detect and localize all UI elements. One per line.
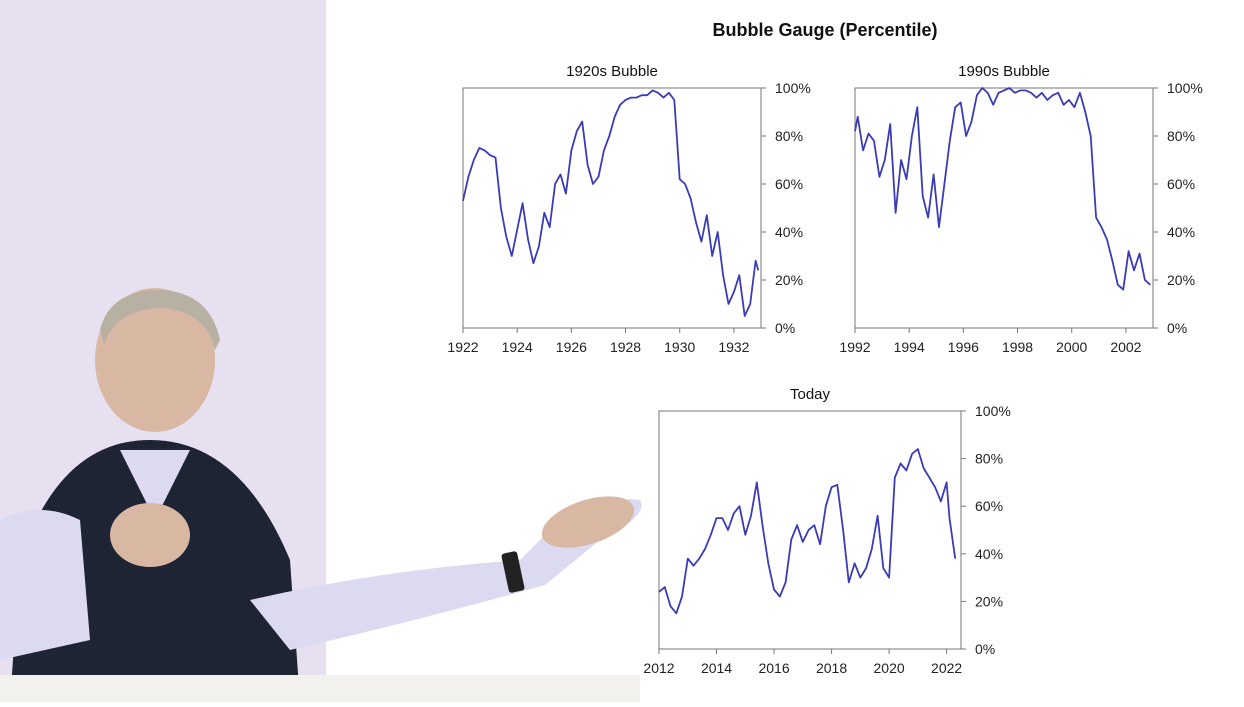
speaker-photo-area bbox=[0, 0, 326, 702]
y-tick-label: 0% bbox=[1167, 320, 1187, 336]
y-tick-label: 40% bbox=[775, 224, 803, 240]
x-tick-label: 2014 bbox=[701, 660, 732, 676]
y-tick-label: 0% bbox=[975, 641, 995, 657]
x-tick-label: 1992 bbox=[839, 339, 870, 355]
x-tick-label: 2022 bbox=[931, 660, 962, 676]
y-tick-label: 60% bbox=[775, 176, 803, 192]
y-tick-label: 20% bbox=[1167, 272, 1195, 288]
y-tick-label: 100% bbox=[975, 403, 1011, 419]
x-tick-label: 1926 bbox=[556, 339, 587, 355]
speaker-arm bbox=[0, 496, 642, 702]
y-tick-label: 80% bbox=[1167, 128, 1195, 144]
chart-title: 1990s Bubble bbox=[958, 63, 1050, 80]
y-tick-label: 60% bbox=[1167, 176, 1195, 192]
x-tick-label: 1996 bbox=[948, 339, 979, 355]
series-line bbox=[854, 87, 1151, 291]
series-line bbox=[658, 448, 957, 615]
x-tick-label: 2016 bbox=[758, 660, 789, 676]
chart-2: 1990s Bubble 0% 20% 40% 60% 80% 100% 1992 1994 19… bbox=[839, 63, 1202, 355]
chart-title: 1920s Bubble bbox=[566, 63, 658, 80]
x-tick-label: 1922 bbox=[447, 339, 478, 355]
figure-title: Bubble Gauge (Percentile) bbox=[712, 20, 938, 40]
y-tick-label: 40% bbox=[1167, 224, 1195, 240]
x-tick-label: 1930 bbox=[664, 339, 695, 355]
y-tick-label: 100% bbox=[775, 80, 811, 96]
plot-frame bbox=[462, 87, 762, 329]
x-tick-label: 1928 bbox=[610, 339, 641, 355]
x-tick-label: 2002 bbox=[1110, 339, 1141, 355]
x-tick-label: 1994 bbox=[894, 339, 925, 355]
y-tick-label: 80% bbox=[975, 451, 1003, 467]
chart-1: 1920s Bubble 0% 20% 40% 60% 80% 100% 1922 1924 19… bbox=[447, 63, 810, 355]
x-tick-label: 1924 bbox=[502, 339, 533, 355]
speaker-silhouette bbox=[0, 288, 300, 702]
x-tick-label: 2000 bbox=[1056, 339, 1087, 355]
y-tick-label: 40% bbox=[975, 546, 1003, 562]
y-tick-label: 0% bbox=[775, 320, 795, 336]
series-line bbox=[462, 89, 760, 317]
chart-3: Today 0% 20% 40% 60% 80% 100% 2012 2014 2016 2018 2… bbox=[643, 386, 1010, 676]
x-tick-label: 2012 bbox=[643, 660, 674, 676]
plot-frame bbox=[658, 410, 962, 650]
x-tick-label: 2020 bbox=[874, 660, 905, 676]
y-tick-label: 60% bbox=[975, 498, 1003, 514]
x-tick-label: 1932 bbox=[718, 339, 749, 355]
y-tick-label: 20% bbox=[775, 272, 803, 288]
plot-frame bbox=[854, 87, 1154, 329]
x-tick-label: 1998 bbox=[1002, 339, 1033, 355]
chart-title: Today bbox=[790, 386, 831, 403]
y-tick-label: 100% bbox=[1167, 80, 1203, 96]
y-tick-label: 20% bbox=[975, 593, 1003, 609]
y-tick-label: 80% bbox=[775, 128, 803, 144]
x-tick-label: 2018 bbox=[816, 660, 847, 676]
